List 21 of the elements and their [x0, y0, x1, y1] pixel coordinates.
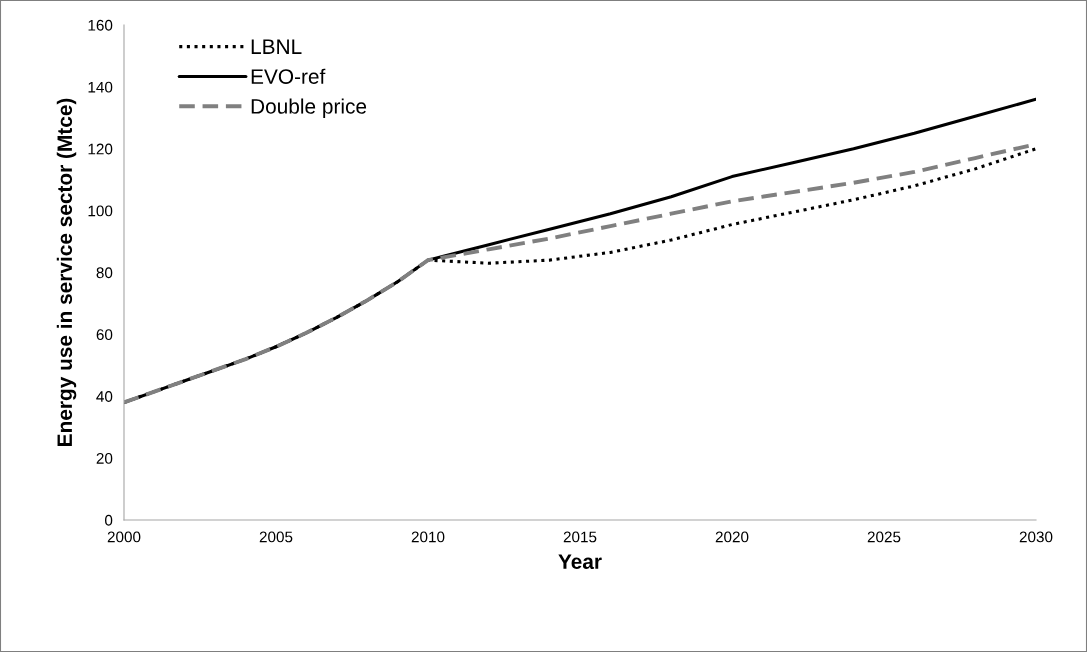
x-tick-label: 2030 — [1019, 531, 1053, 543]
y-tick-label: 80 — [96, 267, 113, 279]
y-tick-label: 120 — [88, 143, 113, 155]
x-tick-label: 2025 — [867, 531, 901, 543]
x-tick-label: 2000 — [107, 531, 141, 543]
y-tick-label: 40 — [96, 391, 113, 402]
legend-label: Double price — [251, 98, 367, 118]
y-tick-label: 0 — [104, 514, 113, 526]
x-axis-title: Year — [558, 554, 602, 569]
y-tick-label: 140 — [88, 81, 113, 93]
y-tick-label: 20 — [96, 452, 113, 464]
x-tick-label: 2015 — [563, 531, 597, 543]
y-tick-label: 60 — [96, 329, 113, 341]
y-tick-label: 160 — [88, 19, 113, 31]
legend-label: LBNL — [251, 39, 302, 54]
x-tick-label: 2005 — [259, 531, 293, 543]
legend-label: EVO-ref — [251, 68, 326, 84]
x-tick-label: 2010 — [411, 531, 445, 543]
y-axis-title: Energy use in service sector (Mtce) — [56, 98, 77, 446]
y-tick-label: 100 — [88, 205, 113, 217]
x-tick-label: 2020 — [715, 531, 749, 543]
